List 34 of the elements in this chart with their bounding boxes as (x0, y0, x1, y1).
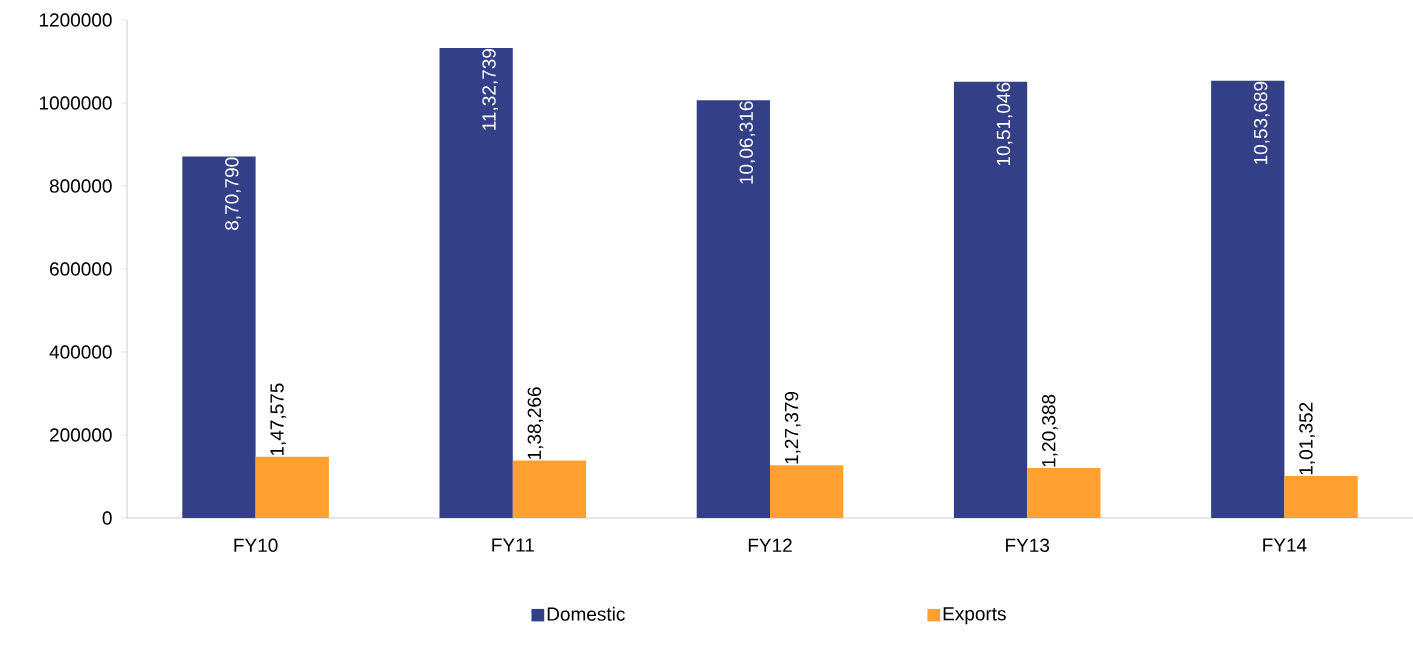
bar (1284, 475, 1358, 518)
y-tick-label: 800000 (49, 179, 112, 193)
data-label: 1,20,388 (1042, 394, 1058, 467)
y-tick-label: 0 (102, 511, 112, 525)
legend-label: Exports (943, 607, 1006, 625)
bar (182, 156, 256, 518)
y-tick-label: 1000000 (39, 96, 112, 110)
bar (1027, 468, 1101, 518)
x-tick-label: FY12 (748, 538, 792, 552)
bar (255, 456, 329, 518)
legend-label: Domestic (547, 606, 625, 621)
x-tick-label: FY10 (234, 538, 278, 552)
data-label: 11,32,739 (482, 49, 499, 130)
y-tick-label: 600000 (50, 262, 112, 276)
y-tick-label: 1200000 (39, 13, 112, 27)
y-tick-label: 200000 (50, 428, 112, 442)
data-label: 10,06,316 (739, 101, 756, 184)
data-label: 1,27,379 (784, 391, 801, 464)
x-tick-label: FY14 (1263, 538, 1307, 552)
data-label: 1,38,266 (527, 387, 544, 459)
bar (953, 81, 1028, 518)
x-tick-label: FY13 (1006, 538, 1050, 552)
y-tick-label: 400000 (49, 345, 112, 359)
data-label: 8,70,790 (225, 157, 241, 230)
data-label: 10,51,046 (996, 82, 1013, 166)
bar (439, 47, 513, 518)
bar (696, 100, 770, 518)
data-label: 10,53,689 (1253, 81, 1270, 164)
bar (512, 460, 587, 518)
bar (1211, 80, 1285, 518)
x-tick-label: FY11 (492, 538, 534, 552)
data-label: 1,47,575 (270, 383, 287, 456)
bar (770, 465, 844, 518)
data-label: 1,01,352 (1299, 402, 1315, 475)
